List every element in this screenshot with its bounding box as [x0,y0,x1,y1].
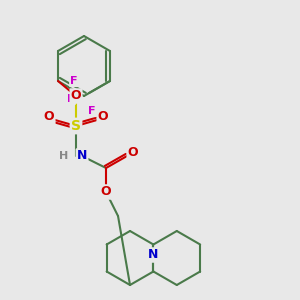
Text: O: O [44,110,54,124]
Text: F: F [70,76,78,86]
Text: N: N [148,248,159,262]
Text: O: O [101,185,111,199]
Text: O: O [128,146,138,160]
Text: O: O [98,110,108,124]
Text: H: H [59,151,69,161]
Text: N: N [77,149,87,163]
Text: F: F [67,94,75,104]
Text: S: S [71,119,81,133]
Text: O: O [71,89,81,103]
Text: F: F [88,106,96,116]
